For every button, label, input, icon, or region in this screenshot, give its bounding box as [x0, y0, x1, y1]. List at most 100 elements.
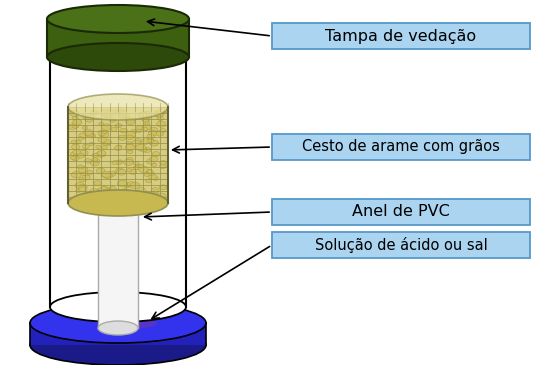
Ellipse shape [115, 123, 122, 128]
Ellipse shape [135, 164, 143, 170]
Ellipse shape [153, 177, 159, 180]
Ellipse shape [77, 153, 85, 158]
Ellipse shape [147, 134, 154, 139]
Ellipse shape [140, 147, 147, 152]
Ellipse shape [157, 121, 166, 127]
Ellipse shape [133, 161, 139, 165]
Ellipse shape [47, 5, 189, 33]
Ellipse shape [146, 169, 152, 173]
Ellipse shape [99, 131, 109, 138]
Ellipse shape [100, 187, 110, 193]
Ellipse shape [124, 115, 130, 119]
Ellipse shape [50, 40, 186, 70]
Ellipse shape [72, 144, 80, 150]
Ellipse shape [112, 161, 118, 165]
FancyBboxPatch shape [272, 199, 530, 225]
Ellipse shape [78, 195, 86, 200]
Ellipse shape [143, 147, 151, 153]
Ellipse shape [154, 111, 163, 117]
Ellipse shape [68, 124, 77, 129]
Ellipse shape [102, 171, 111, 177]
Ellipse shape [90, 134, 96, 138]
Ellipse shape [92, 158, 98, 161]
Ellipse shape [155, 112, 163, 117]
Ellipse shape [148, 174, 157, 180]
Ellipse shape [126, 131, 136, 138]
Ellipse shape [79, 150, 88, 156]
Ellipse shape [96, 145, 101, 149]
Ellipse shape [103, 141, 110, 146]
Ellipse shape [96, 168, 105, 173]
Ellipse shape [156, 131, 163, 136]
Ellipse shape [83, 144, 90, 149]
Ellipse shape [152, 188, 159, 192]
Ellipse shape [109, 318, 157, 328]
Ellipse shape [94, 194, 102, 199]
Text: Anel de PVC: Anel de PVC [352, 204, 450, 219]
Ellipse shape [148, 139, 154, 143]
Ellipse shape [119, 113, 128, 119]
Ellipse shape [102, 124, 111, 130]
Ellipse shape [160, 161, 167, 165]
Ellipse shape [147, 158, 155, 164]
Ellipse shape [129, 169, 137, 174]
Ellipse shape [142, 112, 152, 118]
Ellipse shape [114, 192, 121, 197]
Ellipse shape [76, 141, 81, 144]
Ellipse shape [150, 127, 158, 132]
Ellipse shape [118, 109, 123, 112]
Ellipse shape [126, 135, 133, 140]
Ellipse shape [30, 325, 206, 365]
Ellipse shape [138, 112, 147, 118]
Ellipse shape [136, 144, 146, 151]
Ellipse shape [109, 187, 116, 192]
Ellipse shape [152, 163, 157, 166]
Ellipse shape [117, 180, 127, 187]
Ellipse shape [78, 165, 84, 169]
Ellipse shape [139, 112, 148, 119]
Ellipse shape [146, 179, 152, 183]
Ellipse shape [125, 160, 131, 164]
Ellipse shape [115, 193, 122, 197]
Ellipse shape [119, 110, 126, 115]
Ellipse shape [71, 140, 77, 144]
Ellipse shape [103, 173, 113, 178]
Ellipse shape [132, 191, 141, 196]
Ellipse shape [147, 171, 154, 176]
Ellipse shape [98, 137, 107, 142]
Ellipse shape [117, 169, 126, 175]
Ellipse shape [78, 137, 84, 140]
Ellipse shape [125, 197, 131, 201]
Ellipse shape [91, 160, 99, 166]
Ellipse shape [104, 140, 111, 145]
Ellipse shape [70, 110, 79, 116]
Ellipse shape [130, 198, 136, 201]
Ellipse shape [148, 131, 157, 136]
Ellipse shape [126, 141, 131, 145]
Ellipse shape [114, 109, 120, 113]
Ellipse shape [124, 159, 133, 165]
Ellipse shape [70, 156, 76, 160]
Ellipse shape [117, 160, 123, 163]
Ellipse shape [94, 159, 100, 162]
Ellipse shape [87, 133, 93, 137]
Ellipse shape [142, 127, 147, 131]
Ellipse shape [125, 183, 131, 187]
Ellipse shape [89, 142, 94, 146]
Ellipse shape [160, 108, 168, 113]
Ellipse shape [71, 172, 81, 178]
Ellipse shape [146, 138, 154, 143]
Ellipse shape [72, 124, 79, 128]
Ellipse shape [79, 133, 87, 139]
Ellipse shape [115, 146, 122, 150]
Ellipse shape [101, 196, 111, 202]
Ellipse shape [145, 121, 150, 124]
Ellipse shape [73, 119, 81, 125]
Ellipse shape [127, 118, 135, 123]
Ellipse shape [122, 113, 130, 118]
Ellipse shape [144, 173, 150, 176]
Ellipse shape [150, 140, 159, 146]
FancyBboxPatch shape [272, 134, 530, 160]
Ellipse shape [98, 321, 138, 335]
Ellipse shape [157, 193, 166, 199]
